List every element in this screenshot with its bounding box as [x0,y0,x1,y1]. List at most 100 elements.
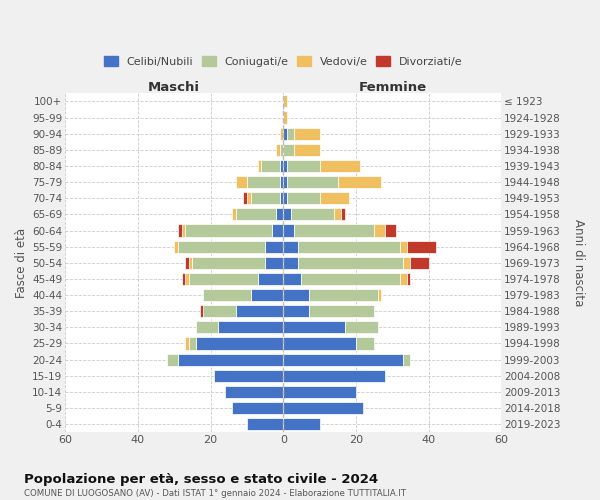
Bar [385,224,396,236]
Bar [283,192,287,204]
Bar [265,256,283,269]
Bar [283,305,309,317]
Bar [356,338,374,349]
Bar [218,322,283,334]
Bar [258,273,283,285]
Bar [167,354,178,366]
Bar [262,160,280,172]
Bar [203,289,251,301]
Y-axis label: Fasce di età: Fasce di età [15,228,28,298]
Bar [247,176,280,188]
Bar [189,273,258,285]
Bar [283,144,294,156]
Bar [283,128,287,140]
Bar [341,208,345,220]
Bar [283,370,385,382]
Bar [247,418,283,430]
Bar [225,386,283,398]
Bar [283,224,294,236]
Bar [283,240,298,252]
Bar [193,256,265,269]
Bar [403,354,410,366]
Bar [283,338,356,349]
Bar [243,192,247,204]
Bar [283,418,320,430]
Bar [185,224,272,236]
Bar [236,305,283,317]
Bar [232,208,236,220]
Bar [287,192,320,204]
Bar [182,273,185,285]
Bar [400,240,407,252]
Bar [283,256,298,269]
Bar [298,256,403,269]
Bar [378,289,382,301]
Bar [309,289,378,301]
Bar [283,160,287,172]
Bar [283,112,287,124]
Bar [287,176,338,188]
Bar [287,160,320,172]
Bar [251,289,283,301]
Bar [280,128,283,140]
Text: Popolazione per età, sesso e stato civile - 2024: Popolazione per età, sesso e stato civil… [24,472,378,486]
Bar [203,305,236,317]
Bar [178,240,265,252]
Bar [189,338,196,349]
Bar [283,402,363,414]
Bar [410,256,428,269]
Bar [232,402,283,414]
Bar [320,160,359,172]
Bar [182,224,185,236]
Bar [407,240,436,252]
Bar [236,208,276,220]
Bar [345,322,378,334]
Bar [174,240,178,252]
Bar [272,224,283,236]
Bar [283,273,301,285]
Bar [283,289,309,301]
Bar [283,354,403,366]
Bar [276,208,283,220]
Bar [287,128,294,140]
Bar [290,208,334,220]
Bar [196,322,218,334]
Bar [258,160,262,172]
Bar [247,192,251,204]
Bar [298,240,400,252]
Text: Femmine: Femmine [358,81,427,94]
Legend: Celibi/Nubili, Coniugati/e, Vedovi/e, Divorziati/e: Celibi/Nubili, Coniugati/e, Vedovi/e, Di… [100,52,467,71]
Text: Maschi: Maschi [148,81,200,94]
Bar [309,305,374,317]
Bar [283,386,356,398]
Bar [283,176,287,188]
Bar [196,338,283,349]
Bar [185,256,189,269]
Bar [294,128,320,140]
Bar [283,208,290,220]
Bar [400,273,407,285]
Bar [283,322,345,334]
Bar [283,96,287,108]
Bar [407,273,410,285]
Bar [265,240,283,252]
Bar [403,256,410,269]
Y-axis label: Anni di nascita: Anni di nascita [572,219,585,306]
Bar [334,208,341,220]
Bar [214,370,283,382]
Bar [320,192,349,204]
Bar [251,192,280,204]
Bar [338,176,382,188]
Bar [280,176,283,188]
Bar [178,224,182,236]
Bar [280,144,283,156]
Text: COMUNE DI LUOGOSANO (AV) - Dati ISTAT 1° gennaio 2024 - Elaborazione TUTTITALIA.: COMUNE DI LUOGOSANO (AV) - Dati ISTAT 1°… [24,489,406,498]
Bar [236,176,247,188]
Bar [185,273,189,285]
Bar [301,273,400,285]
Bar [200,305,203,317]
Bar [185,338,189,349]
Bar [178,354,283,366]
Bar [294,224,374,236]
Bar [374,224,385,236]
